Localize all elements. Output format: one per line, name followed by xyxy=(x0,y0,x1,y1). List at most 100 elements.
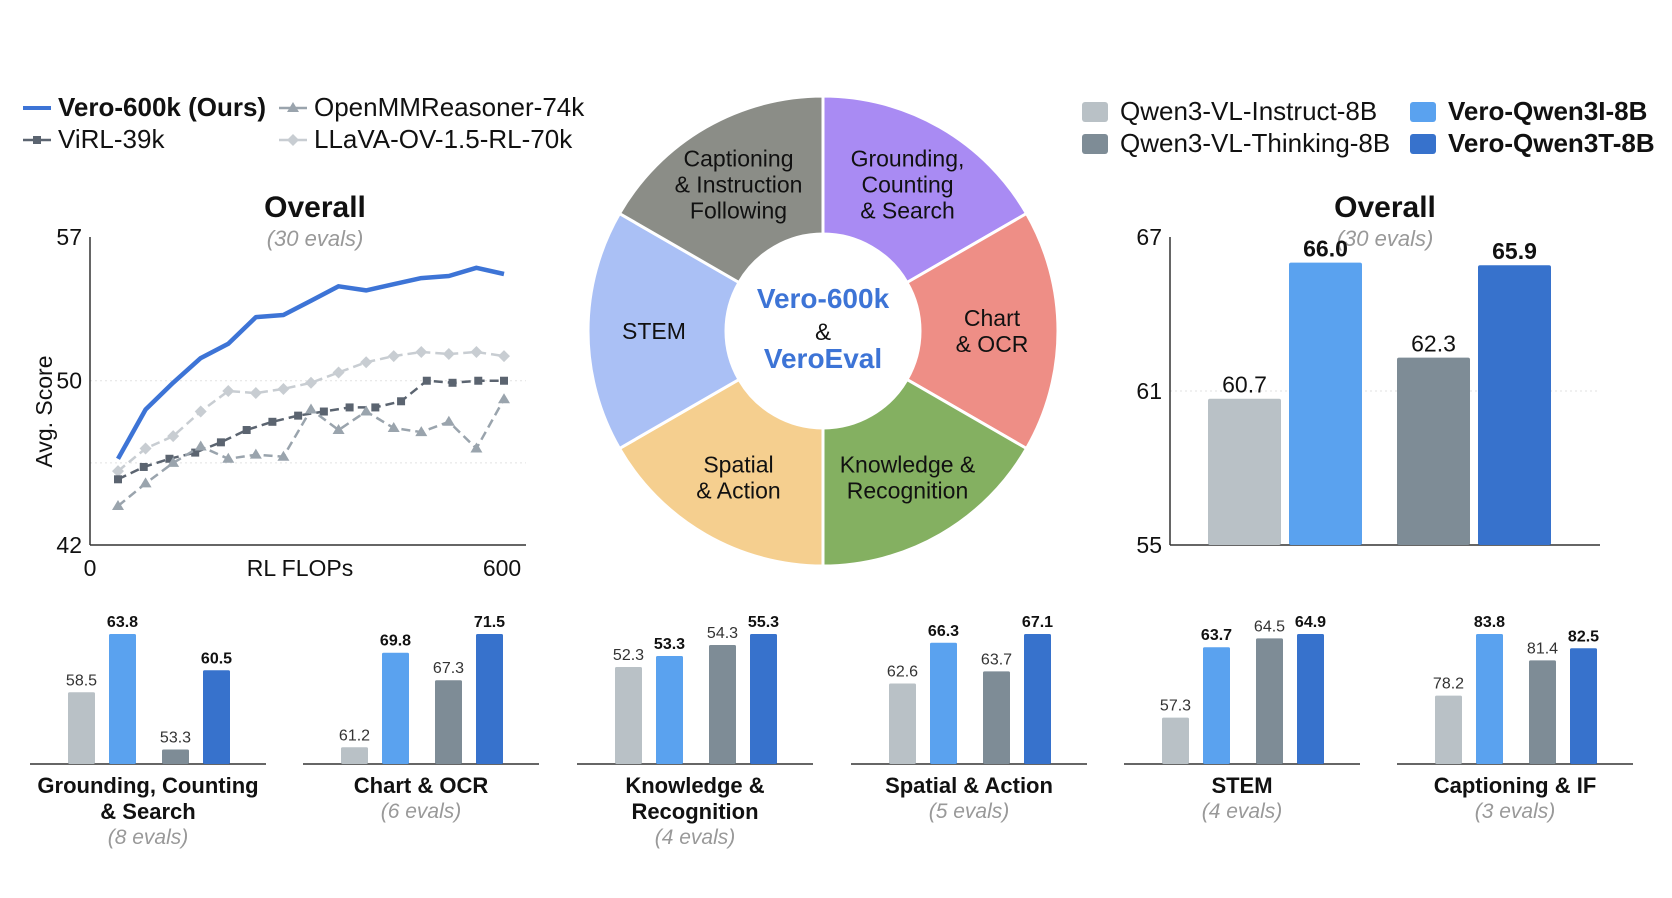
x-axis-label: RL FLOPs xyxy=(247,555,354,581)
bar-value-label: 63.7 xyxy=(1201,627,1232,644)
data-point xyxy=(319,407,328,416)
overall-bar-subtitle: (30 evals) xyxy=(1336,226,1434,251)
donut-segment-label: Captioning xyxy=(684,146,794,172)
series-line xyxy=(117,379,504,481)
donut-segment xyxy=(617,377,825,568)
bar-qwen_thinking xyxy=(983,671,1010,764)
donut-segment-label: Counting xyxy=(861,172,953,198)
legend-item-qwen_thinking: Qwen3-VL-Thinking-8B xyxy=(1082,128,1390,159)
panel-bar-chart: 57.3 63.7 64.5 64.9 xyxy=(1124,614,1360,765)
legend-line-icon xyxy=(279,133,307,146)
x-tick-label: 600 xyxy=(483,555,521,581)
data-point xyxy=(442,348,455,361)
panel-subtitle: (3 evals) xyxy=(1474,800,1556,823)
data-point xyxy=(277,382,290,395)
bar-value-label: 71.5 xyxy=(474,614,505,631)
bar-qwen_thinking xyxy=(709,645,736,764)
data-point xyxy=(387,350,400,363)
bar-value-label: 61.2 xyxy=(339,727,370,744)
data-point xyxy=(139,477,152,488)
data-point xyxy=(194,440,207,451)
series-llava xyxy=(112,345,510,478)
bar-qwen_instruct xyxy=(68,692,95,764)
series-line xyxy=(117,350,505,473)
bar-qwen_thinking xyxy=(1529,660,1556,764)
data-point xyxy=(332,424,345,435)
donut-segment xyxy=(821,377,1029,568)
y-tick-label: 50 xyxy=(56,368,82,394)
bar-vero_qwen3t xyxy=(750,634,777,764)
bar-qwen_instruct xyxy=(615,667,642,764)
donut-segment-label: Knowledge & xyxy=(840,451,976,477)
data-point xyxy=(268,417,277,426)
series-line xyxy=(116,265,505,460)
data-point xyxy=(387,421,400,432)
data-point xyxy=(470,442,483,453)
legend-item-qwen_instruct: Qwen3-VL-Instruct-8B xyxy=(1082,96,1377,127)
x-tick-label: 0 xyxy=(84,555,97,581)
bar-vero_qwen3i xyxy=(930,642,957,764)
donut-chart: Grounding,Counting& Search Chart& OCR Know… xyxy=(586,94,1060,568)
line-chart: 42 50 57 0 600 RL FLOPs Avg. Score xyxy=(31,224,526,581)
data-point xyxy=(165,454,174,463)
bar-qwen_thinking xyxy=(162,749,189,764)
data-point xyxy=(139,462,148,471)
legend-label: Qwen3-VL-Instruct-8B xyxy=(1120,96,1378,126)
bar-value-label: 60.5 xyxy=(201,650,232,667)
panel-title: & Search xyxy=(100,799,196,824)
y-tick-label: 57 xyxy=(56,224,82,250)
panel-title: Chart & OCR xyxy=(353,773,489,798)
bar-value-label: 62.3 xyxy=(1411,331,1456,357)
donut-segment-label: STEM xyxy=(622,318,686,344)
panel-title: Spatial & Action xyxy=(885,773,1053,798)
data-point xyxy=(305,403,317,414)
legend-label: Vero-Qwen3I-8B xyxy=(1448,96,1648,126)
donut-segment-label: & Instruction xyxy=(675,172,803,198)
donut-segment xyxy=(904,211,1060,451)
panel-bar-chart: 52.3 53.3 54.3 55.3 xyxy=(577,614,813,765)
legend-item-vero_qwen3t: Vero-Qwen3T-8B xyxy=(1410,128,1655,159)
bar-vero_qwen3t xyxy=(1570,648,1597,764)
legend-label: OpenMMReasoner-74k xyxy=(314,92,585,122)
donut-segment xyxy=(821,94,1029,285)
bar-qwen_instruct xyxy=(1162,717,1189,764)
bar-value-label: 55.3 xyxy=(748,614,779,631)
bar-vero_qwen3t xyxy=(476,634,503,764)
legend-line-icon xyxy=(279,101,307,112)
data-point xyxy=(500,376,508,385)
overall-bar-chart: 55 61 67 60.7 66.0 62.3 65.9 xyxy=(1136,224,1600,558)
data-point xyxy=(194,405,207,418)
bar-qwen_instruct xyxy=(1208,398,1281,545)
legend-swatch xyxy=(1082,133,1108,154)
data-point xyxy=(422,376,431,385)
bar-qwen_thinking xyxy=(435,680,462,764)
bar-value-label: 58.5 xyxy=(66,672,97,689)
bar-qwen_instruct xyxy=(889,683,916,764)
bar-value-label: 64.5 xyxy=(1254,618,1285,635)
donut-segment-label: Following xyxy=(690,198,787,224)
donut-segment-label: & Action xyxy=(696,477,780,503)
donut-segment-label: Spatial xyxy=(703,451,773,477)
line-chart-subtitle: (30 evals) xyxy=(266,226,364,251)
data-point xyxy=(112,465,124,478)
bar-qwen_thinking xyxy=(1397,357,1470,545)
legend-marker xyxy=(33,135,41,144)
bar-value-label: 54.3 xyxy=(707,625,738,642)
bar-value-label: 67.1 xyxy=(1022,614,1053,631)
data-point xyxy=(448,378,457,387)
legend-label: Qwen3-VL-Thinking-8B xyxy=(1120,128,1391,158)
bar-value-label: 65.9 xyxy=(1492,238,1537,264)
bar-value-label: 57.3 xyxy=(1160,698,1191,715)
bar-vero_qwen3t xyxy=(1478,265,1551,545)
legend-label: ViRL-39k xyxy=(58,124,165,154)
y-tick-label: 67 xyxy=(1136,224,1162,250)
legend-marker xyxy=(287,101,299,112)
panel-subtitle: (4 evals) xyxy=(1201,800,1283,823)
donut-segment-label: Grounding, xyxy=(851,146,965,172)
bar-value-label: 82.5 xyxy=(1568,628,1599,645)
data-point xyxy=(216,438,225,447)
legend-swatch xyxy=(1410,101,1436,122)
donut-center-title: Vero-600k xyxy=(757,283,890,314)
donut-center-subtitle: VeroEval xyxy=(764,343,882,374)
